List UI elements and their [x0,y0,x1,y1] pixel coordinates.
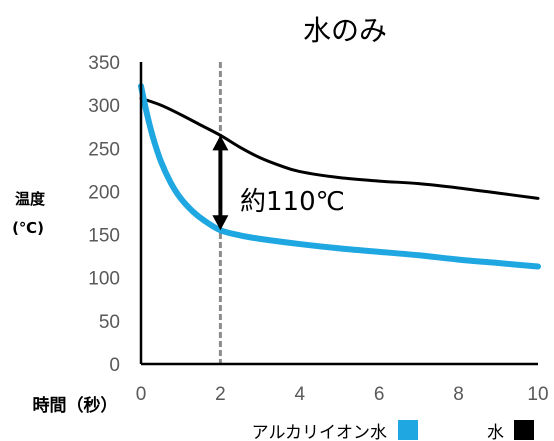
legend-swatch-water [514,420,534,440]
difference-label: 約110℃ [240,187,345,217]
y-tick-label: 100 [88,269,120,290]
y-tick-label: 250 [88,139,120,160]
arrow-head-up [212,135,229,151]
y-axis-label-line1: 温度 [15,190,46,208]
y-tick-label: 350 [88,53,120,74]
x-tick-label: 6 [374,384,385,405]
x-tick-label: 4 [295,384,306,405]
legend-label-alkaline: アルカリイオン水 [252,423,387,441]
x-tick-label: 2 [215,384,226,405]
y-tick-label: 150 [88,226,120,247]
series-line-alkaline [138,83,541,270]
arrow-head-down [212,215,229,231]
legend: アルカリイオン水 水 [252,420,534,441]
x-tick-label: 8 [453,384,464,405]
plot-frame [139,62,538,366]
x-tick-label: 10 [527,384,548,405]
series-line-water [139,96,540,200]
y-tick-label: 200 [88,182,120,203]
y-tick-label: 0 [109,355,120,376]
x-axis-label: 時間（秒） [33,395,118,416]
legend-swatch-alkaline [398,420,418,440]
legend-label-water: 水 [487,423,504,441]
y-axis-label-line2: (℃) [12,219,44,237]
chart-title: 水のみ [303,14,387,47]
y-tick-labels: 0 50 100 150 200 250 300 350 [88,53,120,376]
y-tick-label: 300 [88,96,120,117]
x-tick-label: 0 [136,384,147,405]
series-lines [138,83,541,270]
difference-annotation: 約110℃ [212,135,345,231]
x-tick-labels: 0 2 4 6 8 10 [136,384,549,405]
y-tick-label: 50 [99,312,120,333]
